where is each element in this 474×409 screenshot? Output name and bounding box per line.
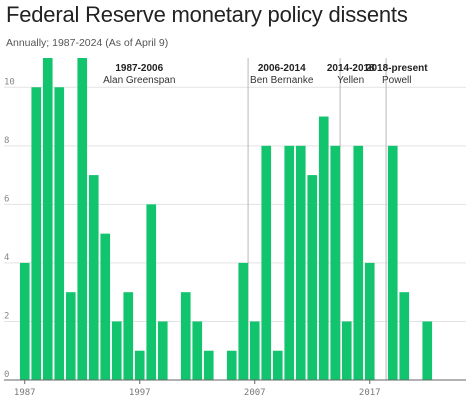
chart-subtitle: Annually; 1987-2024 (As of April 9): [6, 37, 169, 49]
era-chair-label: Powell: [382, 75, 411, 86]
bar: [261, 145, 272, 380]
bar: [192, 321, 203, 380]
x-tick-label: 1997: [129, 388, 151, 398]
bar: [146, 204, 157, 380]
era-period-label: 2014-2018: [327, 63, 375, 74]
bar: [123, 292, 134, 380]
bar: [54, 87, 65, 380]
y-tick-label: 0: [4, 370, 9, 380]
bar: [330, 145, 341, 380]
bar: [180, 292, 191, 380]
era-chair-label: Ben Bernanke: [250, 75, 314, 86]
bar: [307, 175, 318, 380]
bar: [77, 58, 88, 380]
era-chair-label: Yellen: [337, 75, 364, 86]
era-chair-label: Alan Greenspan: [103, 75, 175, 86]
axes: 0 2 4 6 8 10 1987 1997 2007 2017: [4, 77, 466, 398]
bar: [341, 321, 352, 380]
bar: [364, 262, 375, 380]
y-tick-label: 4: [4, 253, 9, 263]
y-tick-label: 6: [4, 194, 9, 204]
bar: [88, 175, 99, 380]
bar: [42, 58, 53, 380]
bar: [387, 145, 398, 380]
bar: [399, 292, 410, 380]
y-tick-label: 10: [4, 77, 15, 87]
bar: [19, 262, 30, 380]
bar: [238, 262, 249, 380]
bar: [249, 321, 260, 380]
bar: [31, 87, 42, 380]
bar: [295, 145, 306, 380]
y-tick-label: 2: [4, 311, 9, 321]
chart-title: Federal Reserve monetary policy dissents: [6, 2, 408, 27]
bar: [157, 321, 168, 380]
bar: [272, 350, 283, 380]
bar: [284, 145, 295, 380]
bar: [353, 145, 364, 380]
x-tick-label: 2017: [359, 388, 381, 398]
x-tick-label: 2007: [244, 388, 266, 398]
bar: [203, 350, 214, 380]
bar: [318, 116, 329, 380]
bar: [422, 321, 433, 380]
era-period-label: 2006-2014: [258, 63, 306, 74]
bar: [226, 350, 237, 380]
bar: [65, 292, 76, 380]
bar: [134, 350, 145, 380]
era-period-label: 1987-2006: [115, 63, 163, 74]
x-tick-label: 1987: [14, 388, 36, 398]
bar: [100, 233, 111, 380]
bars: [19, 58, 433, 380]
era-period-label: 2018-present: [366, 63, 428, 74]
bar: [111, 321, 122, 380]
y-tick-label: 8: [4, 136, 9, 146]
